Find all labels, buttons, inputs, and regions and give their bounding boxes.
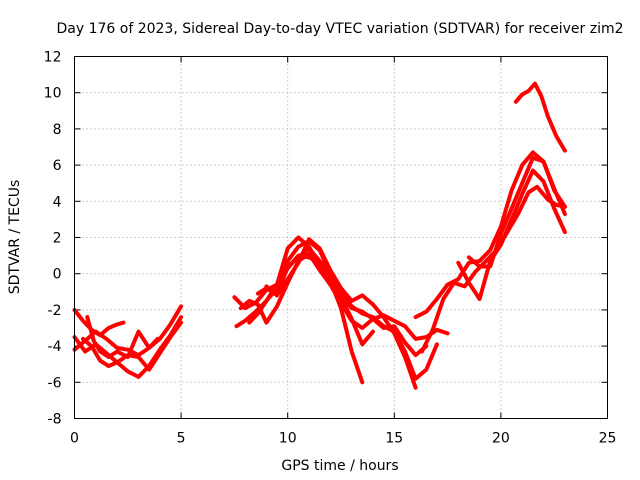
x-tick-label: 15 [385, 431, 403, 447]
series-line-track-08 [238, 251, 375, 347]
x-tick-label: 5 [177, 431, 186, 447]
series-line-track-11 [264, 246, 429, 358]
x-axis-label: GPS time / hours [281, 458, 398, 474]
x-tick-label: 20 [492, 431, 510, 447]
tick-label-layer: 0 5 10 15 20 25 -8 -6 -4 -2 0 2 4 6 8 10 12 [44, 50, 617, 447]
y-tick-label: 8 [53, 122, 62, 138]
x-tick-label: 0 [70, 431, 79, 447]
y-tick-label: 4 [53, 194, 62, 210]
series-line-track-16 [513, 81, 567, 153]
tick-layer [74, 56, 608, 419]
y-tick-label: -4 [48, 339, 62, 355]
y-tick-label: 6 [53, 158, 62, 174]
series-line-track-05 [81, 320, 184, 372]
grid-layer [74, 56, 608, 419]
y-tick-label: -6 [48, 375, 62, 391]
x-tick-label: 10 [279, 431, 297, 447]
series-line-track-10 [255, 237, 418, 390]
y-axis-label: SDTVAR / TECUs [7, 180, 23, 295]
y-tick-label: 0 [53, 267, 62, 283]
series-line-track-12 [413, 150, 567, 320]
series-line-track-13 [420, 184, 567, 354]
plot-frame [74, 56, 608, 419]
y-tick-label: -8 [48, 412, 62, 428]
y-tick-label: 12 [44, 50, 62, 66]
series-line-track-15 [466, 155, 567, 269]
series-layer [72, 81, 567, 390]
series-line-track-14 [456, 168, 567, 301]
y-tick-label: -2 [48, 303, 62, 319]
chart-title: Day 176 of 2023, Sidereal Day-to-day VTE… [57, 21, 624, 37]
series-line-track-04 [85, 315, 160, 359]
y-tick-label: 2 [53, 231, 62, 247]
y-tick-label: 10 [44, 86, 62, 102]
x-tick-label: 25 [599, 431, 617, 447]
